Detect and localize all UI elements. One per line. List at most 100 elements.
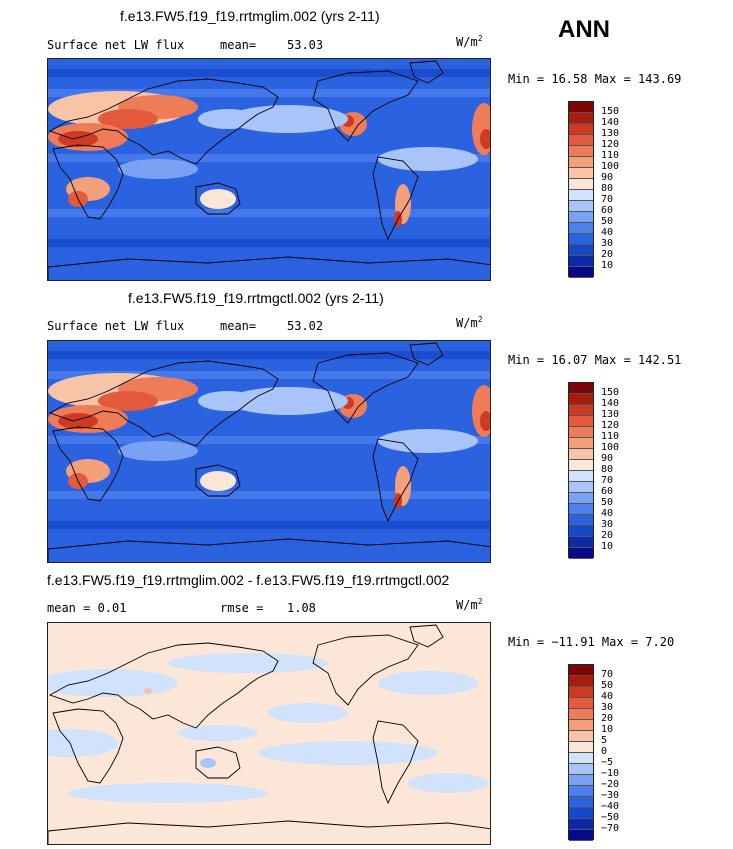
colorbar-swatch — [569, 515, 593, 526]
colorbar-swatch — [569, 383, 593, 394]
colorbar-swatch — [569, 753, 593, 764]
colorbar-swatch — [569, 775, 593, 786]
panel-3-colorbar — [568, 664, 594, 841]
colorbar-level-label: 110 — [601, 431, 620, 442]
colorbar-swatch — [569, 819, 593, 830]
colorbar-level-label: −70 — [601, 823, 620, 834]
colorbar-swatch — [569, 504, 593, 515]
panel-1-map — [47, 58, 491, 281]
colorbar-swatch — [569, 245, 593, 256]
panel-2-map — [47, 340, 491, 563]
panel-1-variable-label: Surface net LW flux — [47, 38, 185, 52]
panel-2-mean-value: 53.02 — [287, 319, 324, 333]
colorbar-swatch — [569, 179, 593, 190]
panel-3-minmax: Min = −11.91 Max = 7.20 — [508, 635, 675, 649]
panel-2-minmax: Min = 16.07 Max = 142.51 — [508, 353, 682, 367]
colorbar-swatch — [569, 764, 593, 775]
panel-1-minmax: Min = 16.58 Max = 143.69 — [508, 72, 682, 86]
panel-3-map — [47, 622, 491, 845]
colorbar-level-label: 40 — [601, 508, 614, 519]
colorbar-swatch — [569, 212, 593, 223]
panel-3-rmse-value: 1.08 — [287, 601, 316, 615]
colorbar-level-label: 20 — [601, 713, 614, 724]
colorbar-level-label: 70 — [601, 194, 614, 205]
colorbar-swatch — [569, 482, 593, 493]
colorbar-level-label: 50 — [601, 497, 614, 508]
colorbar-swatch — [569, 537, 593, 548]
colorbar-level-label: 150 — [601, 106, 620, 117]
colorbar-level-label: 110 — [601, 150, 620, 161]
colorbar-level-label: 100 — [601, 442, 620, 453]
colorbar-swatch — [569, 201, 593, 212]
panel-1-mean-label: mean= — [220, 38, 257, 52]
colorbar-swatch — [569, 665, 593, 676]
colorbar-level-label: 150 — [601, 387, 620, 398]
colorbar-swatch — [569, 676, 593, 687]
colorbar-swatch — [569, 471, 593, 482]
colorbar-level-label: 20 — [601, 249, 614, 260]
colorbar-swatch — [569, 234, 593, 245]
colorbar-level-label: 10 — [601, 541, 614, 552]
colorbar-swatch — [569, 460, 593, 471]
colorbar-swatch — [569, 830, 593, 841]
panel-2-title: f.e13.FW5.f19_f19.rrtmgctl.002 (yrs 2-11… — [128, 290, 384, 306]
colorbar-swatch — [569, 720, 593, 731]
panel-1-map-svg — [48, 59, 490, 280]
panel-1-title: f.e13.FW5.f19_f19.rrtmglim.002 (yrs 2-11… — [120, 8, 380, 24]
colorbar-swatch — [569, 394, 593, 405]
panel-3-map-svg — [48, 623, 490, 844]
colorbar-level-label: 80 — [601, 183, 614, 194]
colorbar-swatch — [569, 405, 593, 416]
colorbar-level-label: 120 — [601, 139, 620, 150]
colorbar-swatch — [569, 698, 593, 709]
panel-1-mean-value: 53.03 — [287, 38, 324, 52]
colorbar-level-label: 30 — [601, 702, 614, 713]
panel-2-colorbar — [568, 382, 594, 559]
panel-2-variable-label: Surface net LW flux — [47, 319, 185, 333]
panel-3-rmse-label: rmse = — [220, 601, 264, 615]
colorbar-level-label: 140 — [601, 398, 620, 409]
colorbar-level-label: 140 — [601, 117, 620, 128]
colorbar-level-label: 90 — [601, 453, 614, 464]
panel-1-units: W/m2 — [456, 34, 483, 49]
panel-2-mean-label: mean= — [220, 319, 257, 333]
colorbar-swatch — [569, 438, 593, 449]
colorbar-swatch — [569, 135, 593, 146]
colorbar-swatch — [569, 427, 593, 438]
colorbar-swatch — [569, 124, 593, 135]
colorbar-swatch — [569, 526, 593, 537]
colorbar-level-label: 40 — [601, 691, 614, 702]
colorbar-swatch — [569, 742, 593, 753]
colorbar-level-label: 70 — [601, 669, 614, 680]
colorbar-level-label: 5 — [601, 735, 608, 746]
colorbar-swatch — [569, 731, 593, 742]
colorbar-level-label: 60 — [601, 205, 614, 216]
colorbar-swatch — [569, 157, 593, 168]
colorbar-level-label: 130 — [601, 128, 620, 139]
colorbar-swatch — [569, 102, 593, 113]
colorbar-swatch — [569, 416, 593, 427]
colorbar-level-label: 30 — [601, 519, 614, 530]
panel-2-map-svg — [48, 341, 490, 562]
colorbar-level-label: 130 — [601, 409, 620, 420]
colorbar-swatch — [569, 256, 593, 267]
colorbar-level-label: −40 — [601, 801, 620, 812]
colorbar-level-label: 50 — [601, 216, 614, 227]
colorbar-swatch — [569, 190, 593, 201]
colorbar-level-label: 90 — [601, 172, 614, 183]
colorbar-level-label: −5 — [601, 757, 614, 768]
panel-3-title: f.e13.FW5.f19_f19.rrtmglim.002 - f.e13.F… — [47, 572, 450, 588]
colorbar-level-label: 30 — [601, 238, 614, 249]
colorbar-level-label: 100 — [601, 161, 620, 172]
colorbar-level-label: 120 — [601, 420, 620, 431]
colorbar-swatch — [569, 786, 593, 797]
colorbar-level-label: 10 — [601, 724, 614, 735]
colorbar-level-label: −50 — [601, 812, 620, 823]
colorbar-swatch — [569, 548, 593, 559]
colorbar-level-label: −30 — [601, 790, 620, 801]
colorbar-swatch — [569, 808, 593, 819]
colorbar-swatch — [569, 267, 593, 278]
colorbar-swatch — [569, 709, 593, 720]
colorbar-swatch — [569, 168, 593, 179]
colorbar-level-label: 50 — [601, 680, 614, 691]
